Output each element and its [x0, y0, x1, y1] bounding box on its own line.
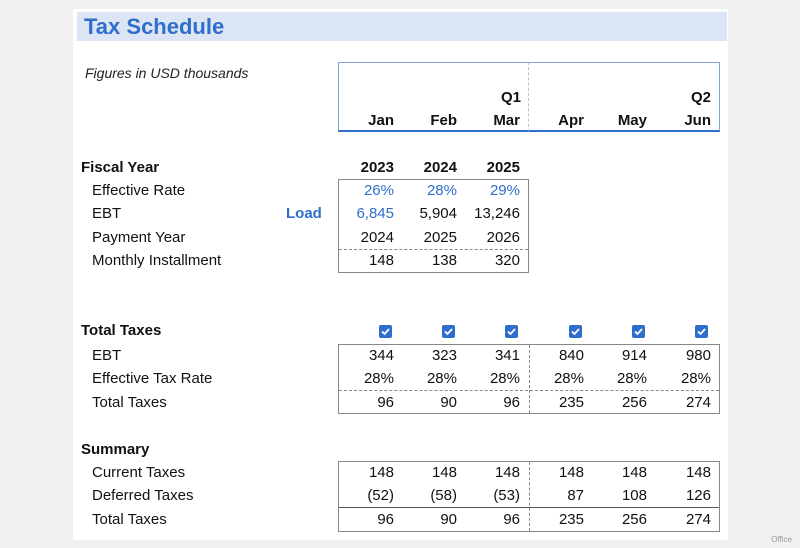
value-cell: 256: [621, 511, 647, 528]
row-label: Total Taxes: [92, 394, 167, 411]
value-cell: 148: [621, 464, 647, 481]
value-cell: 148: [685, 464, 711, 481]
load-button[interactable]: Load: [286, 205, 322, 222]
value-cell: 2024: [360, 229, 394, 246]
section-title-summary: Summary: [81, 441, 150, 458]
month-header: May: [617, 112, 647, 129]
checkbox-jan[interactable]: [379, 325, 392, 338]
checkbox-may[interactable]: [632, 325, 645, 338]
value-cell: 148: [558, 464, 584, 481]
value-cell: (53): [493, 487, 520, 504]
watermark: Office: [771, 535, 792, 544]
row-label: Deferred Taxes: [92, 487, 194, 504]
row-label: Total Taxes: [92, 511, 167, 528]
quarter-label-q1: Q1: [500, 89, 521, 106]
value-cell: 274: [685, 394, 711, 411]
value-cell: 344: [368, 347, 394, 364]
value-cell: 148: [368, 252, 394, 269]
value-cell: 320: [494, 252, 520, 269]
value-cell: 28%: [553, 370, 584, 387]
summary-box: [338, 461, 720, 532]
value-cell: 148: [494, 464, 520, 481]
spreadsheet: Tax Schedule Figures in USD thousands Q1…: [73, 9, 728, 540]
divider: [339, 390, 719, 391]
row-label: EBT: [92, 347, 122, 364]
total-taxes-box: [338, 344, 720, 414]
value-cell: 256: [621, 394, 647, 411]
checkbox-feb[interactable]: [442, 325, 455, 338]
month-header: Jan: [368, 112, 394, 129]
value-cell: 13,246: [474, 205, 520, 222]
divider: [339, 249, 528, 250]
quarter-label-q2: Q2: [690, 89, 711, 106]
value-cell: 87: [567, 487, 584, 504]
value-cell: 323: [431, 347, 457, 364]
value-cell: 96: [503, 394, 520, 411]
value-cell: 96: [377, 511, 394, 528]
value-cell: 235: [558, 394, 584, 411]
checkbox-jun[interactable]: [695, 325, 708, 338]
year-header: 2023: [360, 159, 394, 176]
value-cell: (58): [430, 487, 457, 504]
value-cell: 840: [558, 347, 584, 364]
value-cell: 28%: [680, 370, 711, 387]
row-label: Payment Year: [92, 229, 186, 246]
input-cell[interactable]: 29%: [489, 182, 520, 199]
month-header: Feb: [430, 112, 457, 129]
row-label: Current Taxes: [92, 464, 186, 481]
value-cell: 2026: [486, 229, 520, 246]
header-box-q1: [338, 62, 529, 132]
value-cell: (52): [367, 487, 394, 504]
year-header: 2024: [423, 159, 457, 176]
value-cell: 138: [431, 252, 457, 269]
value-cell: 90: [440, 511, 457, 528]
value-cell: 148: [431, 464, 457, 481]
value-cell: 235: [558, 511, 584, 528]
month-header: Jun: [684, 112, 711, 129]
value-cell: 28%: [363, 370, 394, 387]
section-title-total-taxes: Total Taxes: [81, 322, 162, 339]
fiscal-box: [338, 179, 529, 273]
value-cell: 5,904: [419, 205, 457, 222]
quarter-divider: [529, 345, 530, 413]
value-cell: 980: [685, 347, 711, 364]
value-cell: 108: [621, 487, 647, 504]
month-header: Apr: [558, 112, 584, 129]
value-cell: 914: [621, 347, 647, 364]
page-title: Tax Schedule: [84, 14, 225, 39]
input-cell[interactable]: 6,845: [356, 205, 394, 222]
row-label: Effective Tax Rate: [92, 370, 213, 387]
units-note: Figures in USD thousands: [85, 65, 249, 81]
value-cell: 28%: [489, 370, 520, 387]
checkbox-apr[interactable]: [569, 325, 582, 338]
value-cell: 126: [685, 487, 711, 504]
value-cell: 28%: [426, 370, 457, 387]
value-cell: 148: [368, 464, 394, 481]
value-cell: 274: [685, 511, 711, 528]
row-label: Monthly Installment: [92, 252, 222, 269]
value-cell: 2025: [423, 229, 457, 246]
value-cell: 341: [494, 347, 520, 364]
month-header: Mar: [493, 112, 520, 129]
value-cell: 28%: [616, 370, 647, 387]
title-bar: Tax Schedule: [77, 12, 727, 41]
section-title-fiscal: Fiscal Year: [81, 159, 160, 176]
value-cell: 96: [503, 511, 520, 528]
checkbox-mar[interactable]: [505, 325, 518, 338]
input-cell[interactable]: 28%: [426, 182, 457, 199]
input-cell[interactable]: 26%: [363, 182, 394, 199]
value-cell: 96: [377, 394, 394, 411]
row-label: EBT: [92, 205, 122, 222]
quarter-divider: [529, 462, 530, 531]
value-cell: 90: [440, 394, 457, 411]
header-box-q2: [529, 62, 720, 132]
year-header: 2025: [486, 159, 520, 176]
row-label: Effective Rate: [92, 182, 186, 199]
divider: [339, 507, 719, 508]
